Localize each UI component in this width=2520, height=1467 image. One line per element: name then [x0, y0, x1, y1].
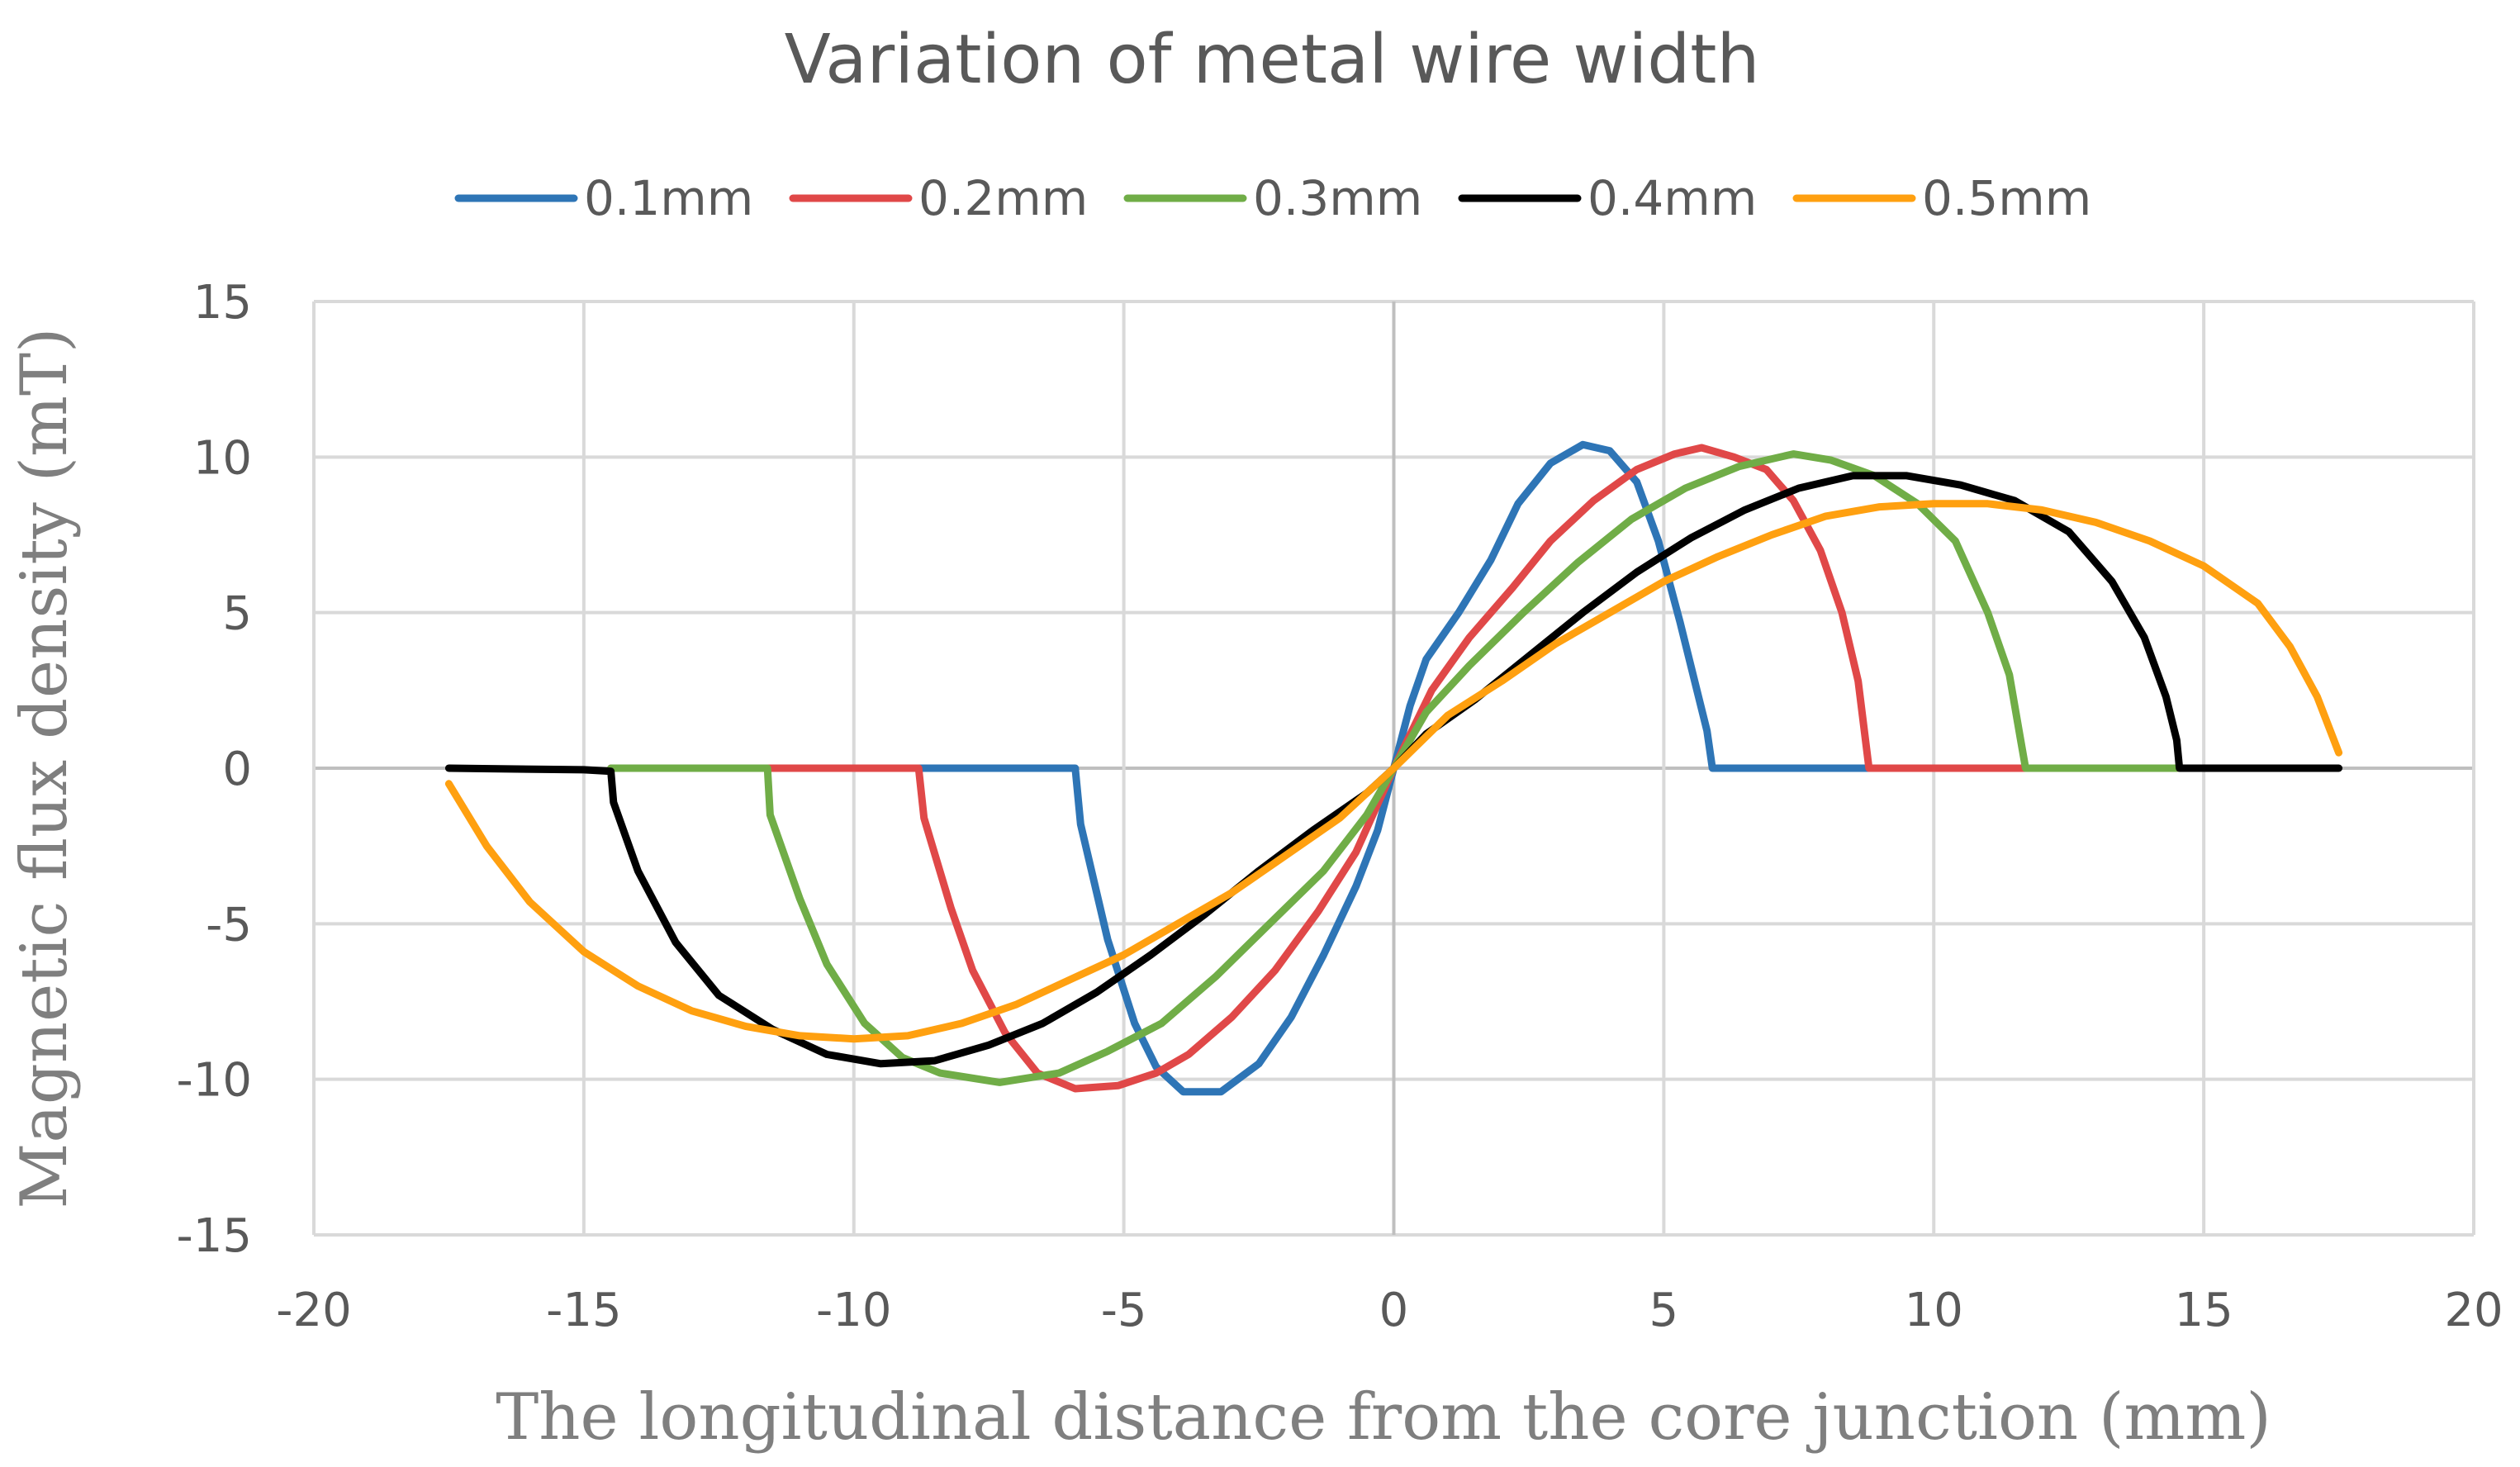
- y-tick-label: 10: [193, 431, 252, 485]
- x-tick-label: 0: [1379, 1284, 1409, 1337]
- tick-labels: -15 -10 -5 0 5 10 15 -20 -15 -10 -5 0 5 10 15 20: [177, 276, 2503, 1337]
- y-tick-label: -10: [177, 1054, 252, 1108]
- x-tick-label: -20: [276, 1284, 351, 1337]
- legend-label-0.1mm: 0.1mm: [584, 170, 753, 226]
- legend-label-0.3mm: 0.3mm: [1253, 170, 1422, 226]
- chart-title: Variation of metal wire width: [785, 21, 1760, 99]
- series-layer: [444, 440, 2343, 1096]
- series-line-0.3mm: [607, 450, 2181, 1086]
- x-tick-label: 5: [1649, 1284, 1679, 1337]
- series-line-0.2mm: [607, 444, 2181, 1093]
- x-tick-label: 15: [2174, 1284, 2233, 1337]
- x-tick-label: 10: [1905, 1284, 1963, 1337]
- x-tick-label: -10: [816, 1284, 891, 1337]
- y-tick-label: 0: [222, 743, 252, 796]
- x-axis-title: The longitudinal distance from the core …: [496, 1380, 2271, 1455]
- series-line-0.1mm: [763, 440, 2024, 1096]
- y-tick-label: -15: [177, 1209, 252, 1263]
- legend-label-0.4mm: 0.4mm: [1587, 170, 1757, 226]
- legend: 0.1mm 0.2mm 0.3mm 0.4mm 0.5mm: [454, 170, 2091, 226]
- y-axis-title: Magnetic flux density (mT): [7, 328, 82, 1209]
- x-tick-label: -15: [546, 1284, 621, 1337]
- legend-label-0.2mm: 0.2mm: [918, 170, 1088, 226]
- x-tick-label: 20: [2444, 1284, 2503, 1337]
- series-line-0.5mm: [444, 500, 2343, 1043]
- y-tick-label: -5: [206, 898, 252, 952]
- x-tick-label: -5: [1101, 1284, 1147, 1337]
- legend-label-0.5mm: 0.5mm: [1922, 170, 2091, 226]
- y-tick-label: 5: [222, 587, 252, 641]
- y-tick-label: 15: [193, 276, 252, 330]
